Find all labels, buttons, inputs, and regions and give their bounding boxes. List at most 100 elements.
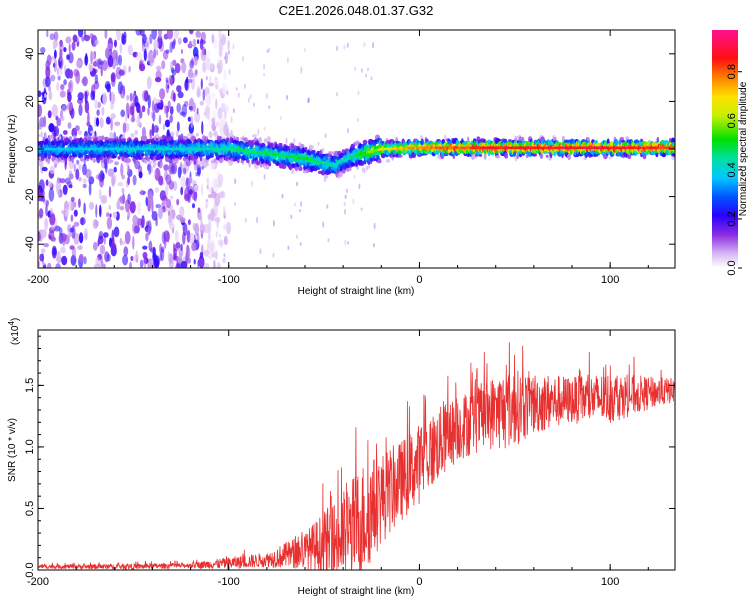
spectrogram-ridge-cell — [351, 162, 356, 167]
spectrogram-noise-cell — [174, 30, 179, 39]
spectrogram-noise-cell — [196, 85, 201, 95]
spectrogram-noise-cell — [59, 90, 66, 98]
spectrogram-ridge-core — [588, 146, 592, 150]
spectrogram-noise-cell — [217, 181, 222, 188]
spectrogram-ridge-core — [423, 146, 427, 150]
spectrogram-noise-cell — [49, 212, 56, 226]
spectrogram-noise-cell — [185, 159, 191, 167]
spectrogram-noise-cell — [141, 105, 146, 113]
spectrogram-noise-cell — [112, 49, 117, 60]
spectrogram-noise-cell — [127, 164, 130, 174]
spectrogram-ridge-cell — [190, 160, 193, 164]
spectrogram-noise-cell — [189, 232, 195, 245]
spectrogram-noise-cell — [169, 114, 173, 124]
snr-xtick-label: -100 — [218, 576, 240, 588]
spectrogram-noise-cell — [237, 92, 240, 98]
spectrogram-ridge-cell — [321, 147, 325, 152]
spectrogram-ridge-core — [182, 147, 187, 151]
spectrogram-noise-cell — [98, 173, 101, 182]
spectrogram-ridge-core — [198, 147, 203, 151]
spectrogram-ridge-core — [615, 146, 619, 150]
spectrogram-noise-cell — [346, 42, 349, 48]
spectrogram-ridge-core — [533, 146, 537, 150]
spectrogram-noise-cell — [208, 219, 212, 234]
spectrogram-noise-cell — [38, 260, 41, 268]
spectrogram-noise-cell — [77, 92, 84, 101]
spectrogram-noise-cell — [363, 168, 366, 174]
colorbar-tick-label: 0.8 — [726, 64, 738, 79]
spectrogram-ridge-core — [565, 146, 569, 150]
spectrogram-noise-cell — [78, 176, 82, 182]
spectrogram-noise-cell — [119, 205, 125, 211]
spectrogram-xtick-label: 100 — [601, 274, 619, 286]
spectrogram-ridge-cell — [365, 165, 369, 171]
spectrogram-noise-cell — [281, 194, 284, 199]
spectrogram-ridge-cell — [328, 151, 334, 155]
spectrogram-noise-cell — [63, 47, 67, 53]
spectrogram-noise-cell — [201, 46, 206, 56]
spectrogram-ridge-core — [52, 147, 56, 151]
spectrogram-noise-cell — [39, 253, 44, 262]
spectrogram-ridge-cell — [377, 159, 382, 164]
spectrogram-noise-cell — [156, 49, 159, 56]
spectrogram-ridge-cell — [58, 134, 62, 141]
spectrogram-noise-cell — [73, 209, 78, 217]
spectrogram-ridge-core — [544, 146, 548, 150]
spectrogram-noise-cell — [139, 190, 146, 196]
spectrogram-noise-cell — [71, 246, 76, 260]
spectrogram-noise-cell — [176, 102, 181, 113]
spectrogram-noise-cell — [176, 121, 180, 132]
spectrogram-noise-cell — [113, 166, 117, 173]
spectrogram-noise-cell — [196, 107, 199, 115]
spectrogram-ridge-core — [555, 146, 560, 150]
spectrogram-noise-cell — [91, 39, 94, 45]
spectrogram-noise-cell — [358, 183, 361, 190]
spectrogram-noise-cell — [101, 172, 105, 181]
spectrogram-noise-cell — [97, 101, 101, 109]
spectrogram-noise-cell — [272, 252, 275, 258]
spectrogram-noise-cell — [95, 257, 101, 266]
spectrogram-ridge-core — [139, 147, 143, 151]
spectrogram-noise-cell — [106, 83, 111, 93]
spectrogram-ridge-core — [624, 146, 628, 150]
spectrogram-ridge-core — [171, 147, 175, 151]
spectrogram-noise-cell — [48, 90, 53, 101]
spectrogram-noise-cell — [151, 210, 158, 221]
spectrogram-ridge-core — [162, 147, 166, 151]
spectrogram-noise-cell — [141, 215, 145, 229]
spectrogram-noise-cell — [193, 258, 196, 265]
spectrogram-noise-cell — [153, 39, 159, 50]
spectrogram-noise-cell — [153, 255, 160, 268]
spectrogram-noise-cell — [120, 240, 126, 245]
snr-xlabel: Height of straight line (km) — [298, 586, 415, 597]
spectrogram-noise-cell — [221, 82, 228, 95]
spectrogram-noise-cell — [65, 177, 71, 185]
spectrogram-noise-cell — [192, 38, 197, 48]
spectrogram-noise-cell — [60, 84, 65, 91]
spectrogram-ridge-core — [507, 146, 512, 150]
spectrogram-ridge-core — [409, 146, 413, 150]
spectrogram-ridge-core — [503, 146, 507, 150]
spectrogram-noise-cell — [173, 247, 177, 259]
spectrogram-noise-cell — [45, 65, 51, 79]
colorbar-label: Normalized spectral amplitude — [738, 81, 749, 216]
spectrogram-ridge-core — [418, 146, 422, 150]
spectrogram-noise-cell — [67, 200, 73, 211]
spectrogram-noise-cell — [206, 50, 211, 58]
spectrogram-ridge-cell — [47, 153, 52, 160]
spectrogram-ridge-core — [661, 146, 665, 150]
spectrogram-ridge-core — [114, 147, 118, 151]
spectrogram-ridge-core — [498, 146, 502, 150]
spectrogram-noise-cell — [85, 168, 92, 179]
spectrogram-noise-cell — [177, 37, 182, 45]
spectrogram-noise-cell — [220, 190, 226, 199]
spectrogram-ridge-core — [521, 146, 525, 150]
spectrogram-xtick-label: 0 — [416, 274, 422, 286]
spectrogram-ridge-core — [224, 147, 228, 151]
spectrogram-ridge-core — [164, 147, 168, 151]
spectrogram-ridge-core — [485, 146, 489, 150]
spectrogram-ridge-cell — [309, 144, 314, 150]
spectrogram-noise-cell — [99, 244, 106, 255]
spectrogram-ridge-core — [73, 147, 77, 151]
spectrogram-noise-cell — [107, 55, 114, 68]
